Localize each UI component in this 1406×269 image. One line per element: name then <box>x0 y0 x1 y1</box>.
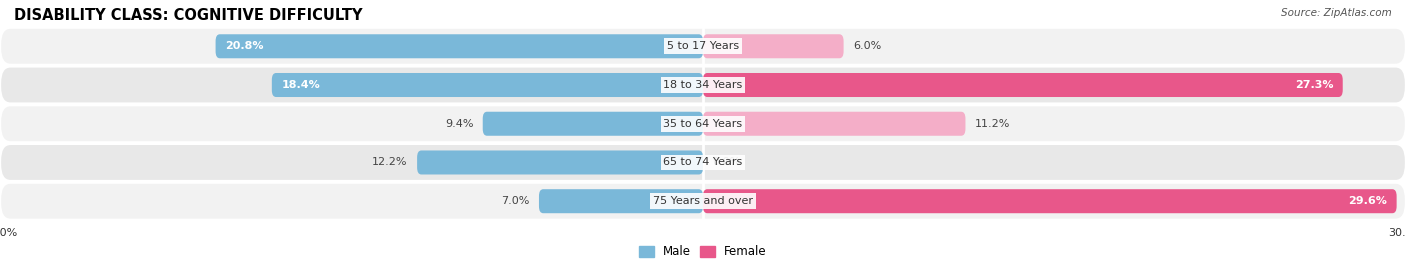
Text: 35 to 64 Years: 35 to 64 Years <box>664 119 742 129</box>
Text: 12.2%: 12.2% <box>373 157 408 168</box>
Text: 75 Years and over: 75 Years and over <box>652 196 754 206</box>
FancyBboxPatch shape <box>482 112 703 136</box>
Text: 9.4%: 9.4% <box>444 119 474 129</box>
Text: DISABILITY CLASS: COGNITIVE DIFFICULTY: DISABILITY CLASS: COGNITIVE DIFFICULTY <box>14 8 363 23</box>
Text: 27.3%: 27.3% <box>1295 80 1333 90</box>
Text: 65 to 74 Years: 65 to 74 Years <box>664 157 742 168</box>
FancyBboxPatch shape <box>703 112 966 136</box>
FancyBboxPatch shape <box>1 145 1405 180</box>
FancyBboxPatch shape <box>703 189 1396 213</box>
Text: Source: ZipAtlas.com: Source: ZipAtlas.com <box>1281 8 1392 18</box>
Text: 0.0%: 0.0% <box>713 157 741 168</box>
Text: 11.2%: 11.2% <box>974 119 1010 129</box>
FancyBboxPatch shape <box>1 29 1405 64</box>
FancyBboxPatch shape <box>1 106 1405 141</box>
Text: 18.4%: 18.4% <box>281 80 321 90</box>
Text: 5 to 17 Years: 5 to 17 Years <box>666 41 740 51</box>
FancyBboxPatch shape <box>1 184 1405 219</box>
Text: 20.8%: 20.8% <box>225 41 263 51</box>
Legend: Male, Female: Male, Female <box>634 241 772 263</box>
FancyBboxPatch shape <box>418 150 703 175</box>
FancyBboxPatch shape <box>215 34 703 58</box>
FancyBboxPatch shape <box>538 189 703 213</box>
FancyBboxPatch shape <box>1 68 1405 102</box>
FancyBboxPatch shape <box>271 73 703 97</box>
Text: 29.6%: 29.6% <box>1348 196 1388 206</box>
Text: 7.0%: 7.0% <box>501 196 530 206</box>
FancyBboxPatch shape <box>703 34 844 58</box>
Text: 18 to 34 Years: 18 to 34 Years <box>664 80 742 90</box>
Text: 6.0%: 6.0% <box>853 41 882 51</box>
FancyBboxPatch shape <box>703 73 1343 97</box>
